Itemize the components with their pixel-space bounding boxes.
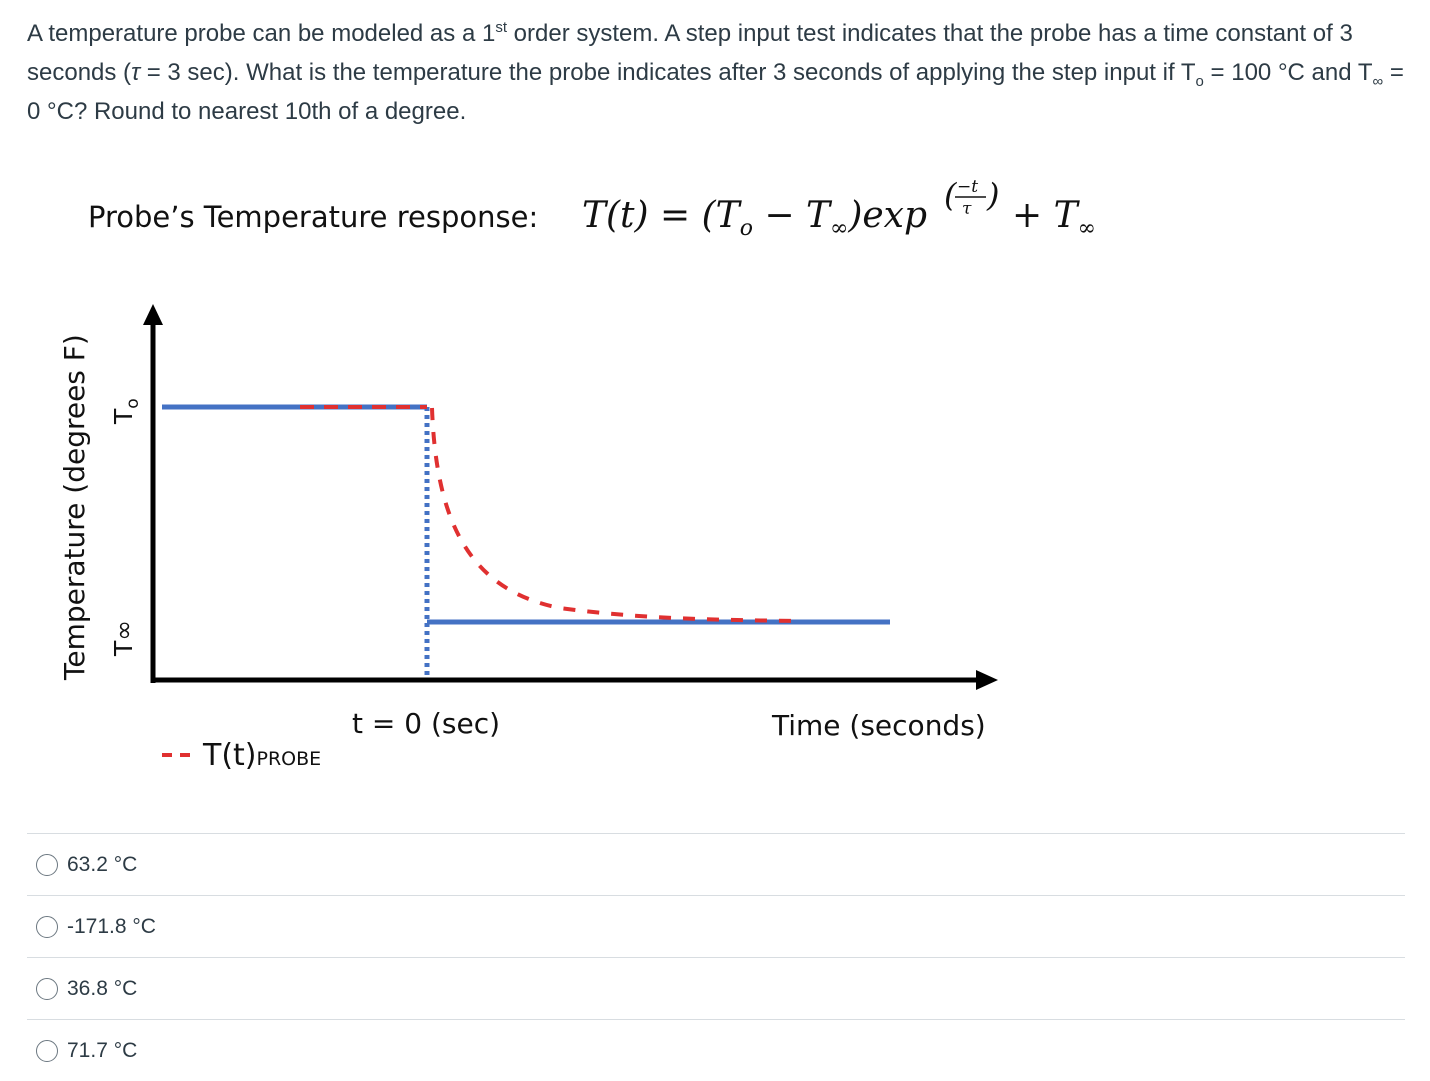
- probe-decay-curve: [430, 407, 801, 623]
- x-axis-arrow: [976, 670, 998, 690]
- equation-minus: − T: [753, 195, 833, 236]
- legend-sub: PROBE: [257, 748, 322, 770]
- y-tick-to-sub: o: [123, 398, 143, 408]
- svg-text:+ T∞: + T∞: [1012, 195, 1096, 241]
- legend-main: T(t): [202, 738, 257, 773]
- legend-probe-label: T(t)PROBE: [202, 738, 321, 773]
- equation-exp: )exp: [847, 195, 927, 236]
- question-superscript: st: [495, 19, 507, 36]
- answer-label: -171.8 °C: [67, 914, 156, 938]
- answer-option[interactable]: 63.2 °C: [27, 833, 1405, 895]
- question-part: A temperature probe can be modeled as a …: [27, 20, 496, 47]
- exponent-open-paren: (: [944, 176, 958, 214]
- radio-button[interactable]: [36, 915, 58, 938]
- response-diagram: Probe’s Temperature response: T(t) = (To…: [58, 176, 1096, 773]
- question-part: = 0 °C? Round to nearest 10th of a degre…: [27, 59, 1404, 125]
- answer-label: 63.2 °C: [67, 852, 138, 876]
- question-part: = 100 °C and T: [1203, 59, 1373, 86]
- response-figure: Probe’s Temperature response: T(t) = (To…: [58, 176, 1096, 773]
- svg-text:T(t) = (To − T∞)exp: T(t) = (To − T∞)exp: [582, 195, 927, 241]
- t-zero-label: t = 0 (sec): [352, 707, 500, 740]
- answer-list: 63.2 °C -171.8 °C 36.8 °C 71.7 °C: [27, 833, 1405, 1081]
- question-part: = 3 sec). What is the temperature the pr…: [140, 59, 1196, 86]
- y-tick-tinf: T∞: [109, 620, 138, 657]
- equation-tail: + T: [1012, 195, 1081, 236]
- subscript-o: o: [1195, 72, 1204, 90]
- y-tick-to: To: [109, 398, 143, 425]
- equation-lhs: T(t) = (T: [582, 195, 743, 236]
- y-axis-label: Temperature (degrees F): [58, 334, 91, 681]
- question-part: order system. A step input test indicate…: [27, 20, 1353, 86]
- equation: T(t) = (To − T∞)exp ( −t τ ) + T∞: [582, 176, 1096, 241]
- equation-sub-o: o: [740, 216, 753, 241]
- exponent-close-paren: ): [986, 176, 999, 214]
- answer-label: 71.7 °C: [67, 1038, 138, 1062]
- exponent-denominator: τ: [962, 199, 972, 219]
- subscript-inf: ∞: [1372, 72, 1384, 90]
- radio-button[interactable]: [36, 977, 58, 1000]
- response-label: Probe’s Temperature response:: [88, 200, 538, 234]
- radio-button[interactable]: [36, 853, 58, 876]
- y-axis-arrow: [143, 304, 163, 325]
- tau-symbol: τ: [131, 59, 141, 86]
- answer-option[interactable]: 71.7 °C: [27, 1019, 1405, 1081]
- answer-option[interactable]: -171.8 °C: [27, 895, 1405, 957]
- equation-sub-inf: ∞: [830, 216, 848, 241]
- radio-button[interactable]: [36, 1039, 58, 1062]
- question-text: A temperature probe can be modeled as a …: [27, 14, 1412, 131]
- exponent-numerator: −t: [957, 177, 978, 197]
- x-axis-label: Time (seconds): [771, 709, 986, 742]
- answer-option[interactable]: 36.8 °C: [27, 957, 1405, 1019]
- y-tick-to-main: T: [109, 408, 138, 425]
- answer-label: 36.8 °C: [67, 976, 138, 1000]
- equation-tail-inf: ∞: [1078, 216, 1096, 241]
